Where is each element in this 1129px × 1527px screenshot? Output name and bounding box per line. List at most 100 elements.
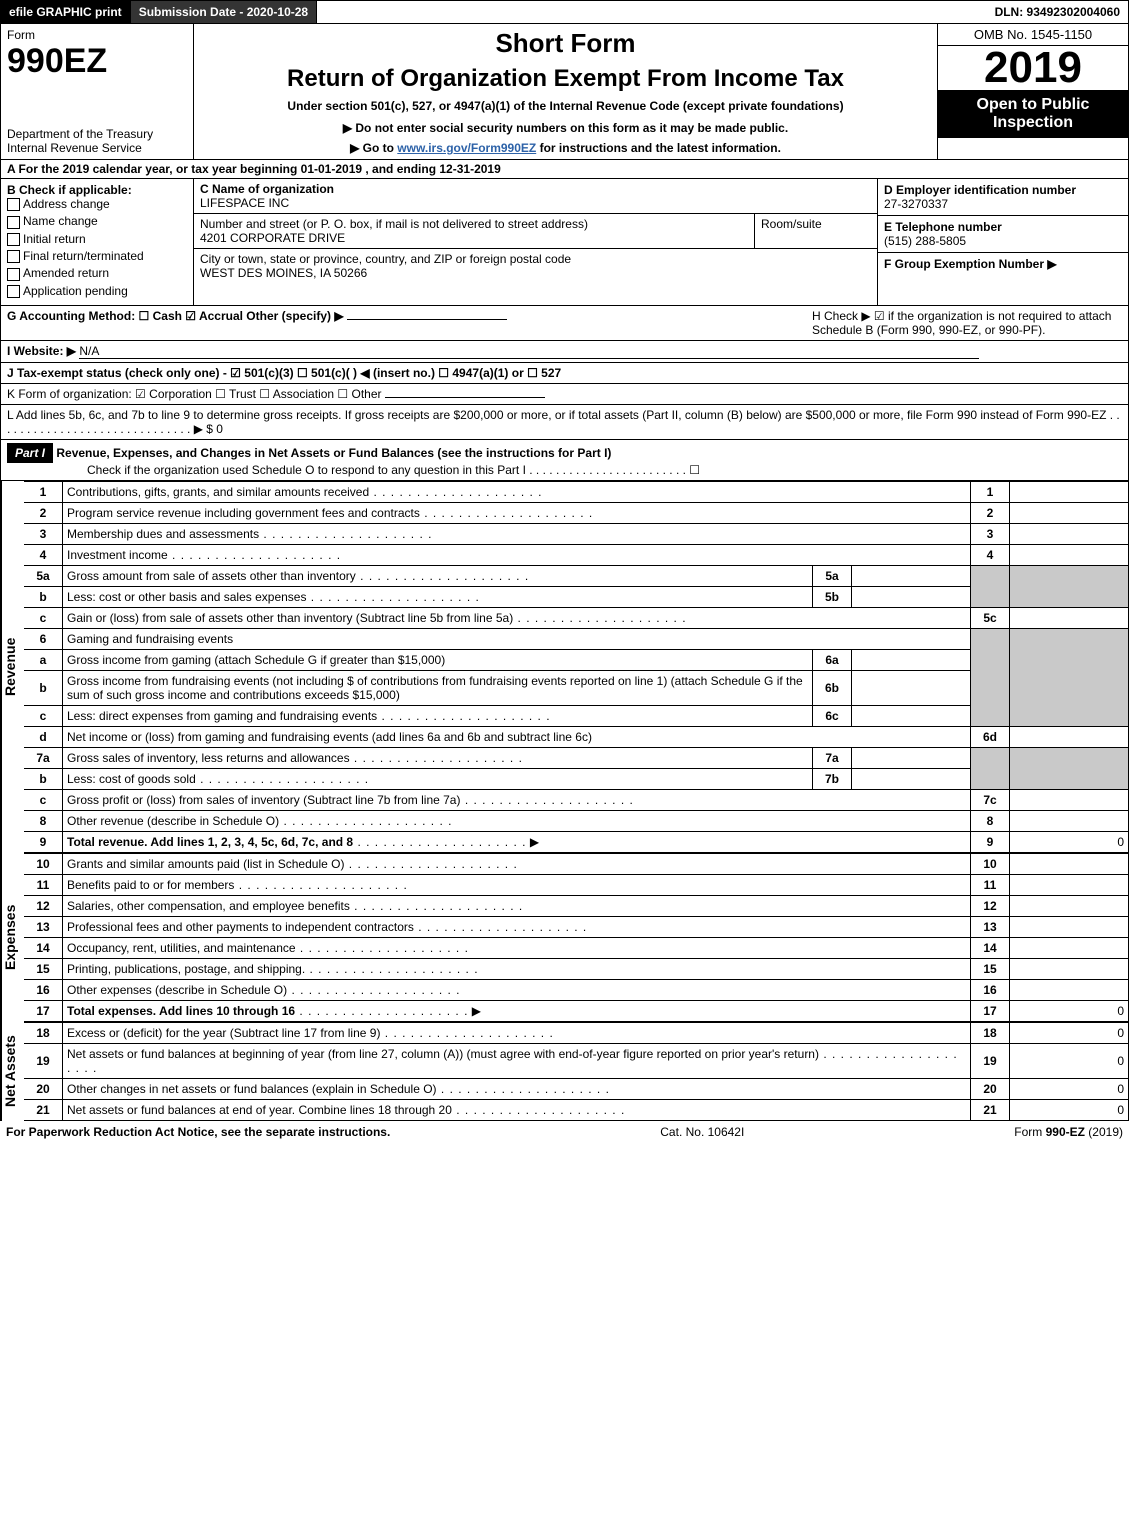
revenue-section: Revenue 1Contributions, gifts, grants, a… <box>0 481 1129 853</box>
chk-initial-return[interactable]: Initial return <box>7 232 187 246</box>
amt-21: 0 <box>1010 1099 1129 1120</box>
expenses-section: Expenses 10Grants and similar amounts pa… <box>0 853 1129 1022</box>
line-18: Excess or (deficit) for the year (Subtra… <box>63 1022 971 1043</box>
side-net-assets: Net Assets <box>1 1022 24 1121</box>
chk-application-pending[interactable]: Application pending <box>7 284 187 298</box>
amt-17: 0 <box>1010 1000 1129 1021</box>
title-short-form: Short Form <box>202 28 929 59</box>
e-label: E Telephone number <box>884 220 1122 234</box>
i-label: I Website: ▶ <box>7 344 76 358</box>
dln: DLN: 93492302004060 <box>987 1 1128 23</box>
k-text: K Form of organization: ☑ Corporation ☐ … <box>7 387 382 401</box>
goto-post: for instructions and the latest informat… <box>536 141 781 155</box>
line-10: Grants and similar amounts paid (list in… <box>63 853 971 874</box>
line-7b: Less: cost of goods sold <box>63 768 813 789</box>
org-city: WEST DES MOINES, IA 50266 <box>200 266 871 280</box>
org-name: LIFESPACE INC <box>200 196 871 210</box>
line-15: Printing, publications, postage, and shi… <box>63 958 971 979</box>
open-to-public: Open to Public Inspection <box>938 90 1128 138</box>
line-5a: Gross amount from sale of assets other t… <box>63 565 813 586</box>
g-other-input[interactable] <box>347 319 507 320</box>
line-6: Gaming and fundraising events <box>63 628 971 649</box>
title-return: Return of Organization Exempt From Incom… <box>202 65 929 93</box>
line-11: Benefits paid to or for members <box>63 874 971 895</box>
row-j: J Tax-exempt status (check only one) - ☑… <box>0 363 1129 384</box>
h-check: H Check ▶ ☑ if the organization is not r… <box>802 309 1122 337</box>
section-b: B Check if applicable: Address change Na… <box>1 179 194 305</box>
footer-cat: Cat. No. 10642I <box>660 1125 744 1139</box>
chk-final-return[interactable]: Final return/terminated <box>7 249 187 263</box>
line-7c: Gross profit or (loss) from sales of inv… <box>63 789 971 810</box>
line-14: Occupancy, rent, utilities, and maintena… <box>63 937 971 958</box>
chk-name-change[interactable]: Name change <box>7 214 187 228</box>
c-city-label: City or town, state or province, country… <box>200 252 871 266</box>
revenue-table: 1Contributions, gifts, grants, and simil… <box>24 481 1129 853</box>
line-2: Program service revenue including govern… <box>63 502 971 523</box>
j-text: J Tax-exempt status (check only one) - ☑… <box>7 366 561 380</box>
line-7a: Gross sales of inventory, less returns a… <box>63 747 813 768</box>
row-i: I Website: ▶ N/A <box>0 341 1129 363</box>
f-label: F Group Exemption Number ▶ <box>884 257 1122 271</box>
footer-left: For Paperwork Reduction Act Notice, see … <box>6 1125 390 1139</box>
goto-link[interactable]: www.irs.gov/Form990EZ <box>397 141 536 155</box>
amt-20: 0 <box>1010 1078 1129 1099</box>
tax-year: 2019 <box>938 46 1128 90</box>
line-6b: Gross income from fundraising events (no… <box>63 670 813 705</box>
side-revenue: Revenue <box>1 481 24 853</box>
amt-19: 0 <box>1010 1043 1129 1078</box>
c-name-label: C Name of organization <box>200 182 871 196</box>
part1-title: Revenue, Expenses, and Changes in Net As… <box>56 446 611 460</box>
line-4: Investment income <box>63 544 971 565</box>
identity-block: B Check if applicable: Address change Na… <box>0 179 1129 306</box>
g-accounting: G Accounting Method: ☐ Cash ☑ Accrual Ot… <box>7 309 344 323</box>
chk-address-change[interactable]: Address change <box>7 197 187 211</box>
dept-label: Department of the Treasury <box>7 127 187 141</box>
top-bar: efile GRAPHIC print Submission Date - 20… <box>0 0 1129 24</box>
line-17: Total expenses. Add lines 10 through 16 … <box>63 1000 971 1021</box>
net-assets-table: 18Excess or (deficit) for the year (Subt… <box>24 1022 1129 1121</box>
amt-18: 0 <box>1010 1022 1129 1043</box>
section-def: D Employer identification number 27-3270… <box>877 179 1128 305</box>
phone: (515) 288-5805 <box>884 234 1122 248</box>
goto-note: ▶ Go to www.irs.gov/Form990EZ for instru… <box>202 141 929 155</box>
room-suite-label: Room/suite <box>754 214 877 248</box>
goto-pre: ▶ Go to <box>350 141 397 155</box>
row-a: A For the 2019 calendar year, or tax yea… <box>0 160 1129 179</box>
amt-9: 0 <box>1010 831 1129 852</box>
org-street: 4201 CORPORATE DRIVE <box>200 231 748 245</box>
row-gh: G Accounting Method: ☐ Cash ☑ Accrual Ot… <box>0 306 1129 341</box>
line-8: Other revenue (describe in Schedule O) <box>63 810 971 831</box>
section-c: C Name of organization LIFESPACE INC Num… <box>194 179 877 305</box>
line-12: Salaries, other compensation, and employ… <box>63 895 971 916</box>
part1-check: Check if the organization used Schedule … <box>87 463 700 477</box>
line-1: Contributions, gifts, grants, and simila… <box>63 481 971 502</box>
c-street-label: Number and street (or P. O. box, if mail… <box>200 217 748 231</box>
line-3: Membership dues and assessments <box>63 523 971 544</box>
line-21: Net assets or fund balances at end of ye… <box>63 1099 971 1120</box>
website-value: N/A <box>79 344 979 359</box>
ein: 27-3270337 <box>884 197 1122 211</box>
footer-right: Form 990-EZ (2019) <box>1014 1125 1123 1139</box>
b-header: B Check if applicable: <box>7 183 187 197</box>
side-expenses: Expenses <box>1 853 24 1022</box>
efile-label[interactable]: efile GRAPHIC print <box>1 1 131 23</box>
line-19: Net assets or fund balances at beginning… <box>63 1043 971 1078</box>
d-label: D Employer identification number <box>884 183 1122 197</box>
ssn-note: ▶ Do not enter social security numbers o… <box>202 121 929 135</box>
line-6d: Net income or (loss) from gaming and fun… <box>63 726 971 747</box>
line-5c: Gain or (loss) from sale of assets other… <box>63 607 971 628</box>
line-6c: Less: direct expenses from gaming and fu… <box>63 705 813 726</box>
chk-amended-return[interactable]: Amended return <box>7 266 187 280</box>
k-other-input[interactable] <box>385 397 545 398</box>
form-number: 990EZ <box>7 42 187 81</box>
top-spacer <box>317 1 986 23</box>
line-16: Other expenses (describe in Schedule O) <box>63 979 971 1000</box>
row-k: K Form of organization: ☑ Corporation ☐ … <box>0 384 1129 405</box>
line-20: Other changes in net assets or fund bala… <box>63 1078 971 1099</box>
part1-header: Part I Revenue, Expenses, and Changes in… <box>0 440 1129 481</box>
under-section: Under section 501(c), 527, or 4947(a)(1)… <box>202 99 929 113</box>
expenses-table: 10Grants and similar amounts paid (list … <box>24 853 1129 1022</box>
row-l: L Add lines 5b, 6c, and 7b to line 9 to … <box>0 405 1129 440</box>
irs-label: Internal Revenue Service <box>7 141 187 155</box>
submission-date: Submission Date - 2020-10-28 <box>131 1 317 23</box>
